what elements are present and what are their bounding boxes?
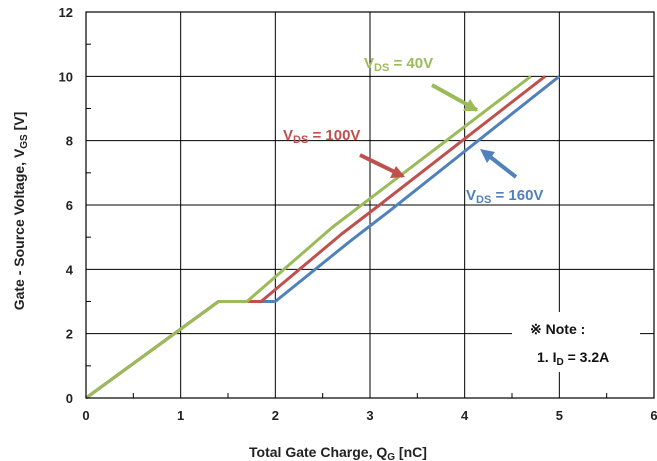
note-title: ※ Note : xyxy=(530,321,585,337)
x-tick-label: 6 xyxy=(650,408,657,423)
y-tick-label: 4 xyxy=(66,262,74,277)
arrowhead-vds-100v xyxy=(390,166,405,178)
arrowhead-vds-40v xyxy=(463,99,478,111)
y-tick-label: 8 xyxy=(66,134,73,149)
plot-frame xyxy=(85,11,655,399)
y-tick-label: 12 xyxy=(59,5,73,20)
y-tick-label: 10 xyxy=(59,69,73,84)
x-axis-title: Total Gate Charge, QG [nC] xyxy=(249,444,427,461)
minor-ticks xyxy=(86,43,608,398)
x-tick-label: 1 xyxy=(177,408,184,423)
annotation-vds-40v: VDS = 40V xyxy=(364,55,478,112)
y-axis-title: Gate - Source Voltage, VGS [V] xyxy=(11,112,30,311)
series-label-vds-40v: VDS = 40V xyxy=(364,55,433,74)
y-tick-label: 2 xyxy=(66,327,73,342)
annotation-vds-100v: VDS = 100V xyxy=(283,127,405,178)
axes xyxy=(85,11,655,399)
y-tick-label: 6 xyxy=(66,198,73,213)
x-tick-label: 4 xyxy=(461,408,469,423)
series-layer xyxy=(85,75,561,400)
x-tick-label: 0 xyxy=(82,408,89,423)
x-tick-label: 3 xyxy=(366,408,373,423)
x-tick-label: 5 xyxy=(556,408,563,423)
arrowhead-vds-160v xyxy=(480,149,495,163)
x-tick-label: 2 xyxy=(272,408,279,423)
series-line-vds-40v xyxy=(85,75,532,400)
annotation-vds-160v: VDS = 160V xyxy=(466,149,543,206)
note-box xyxy=(512,312,640,372)
series-label-vds-100v: VDS = 100V xyxy=(283,127,360,146)
note-condition: 1. ID = 3.2A xyxy=(537,349,609,368)
series-label-vds-160v: VDS = 160V xyxy=(466,187,543,206)
y-tick-label: 0 xyxy=(66,391,73,406)
